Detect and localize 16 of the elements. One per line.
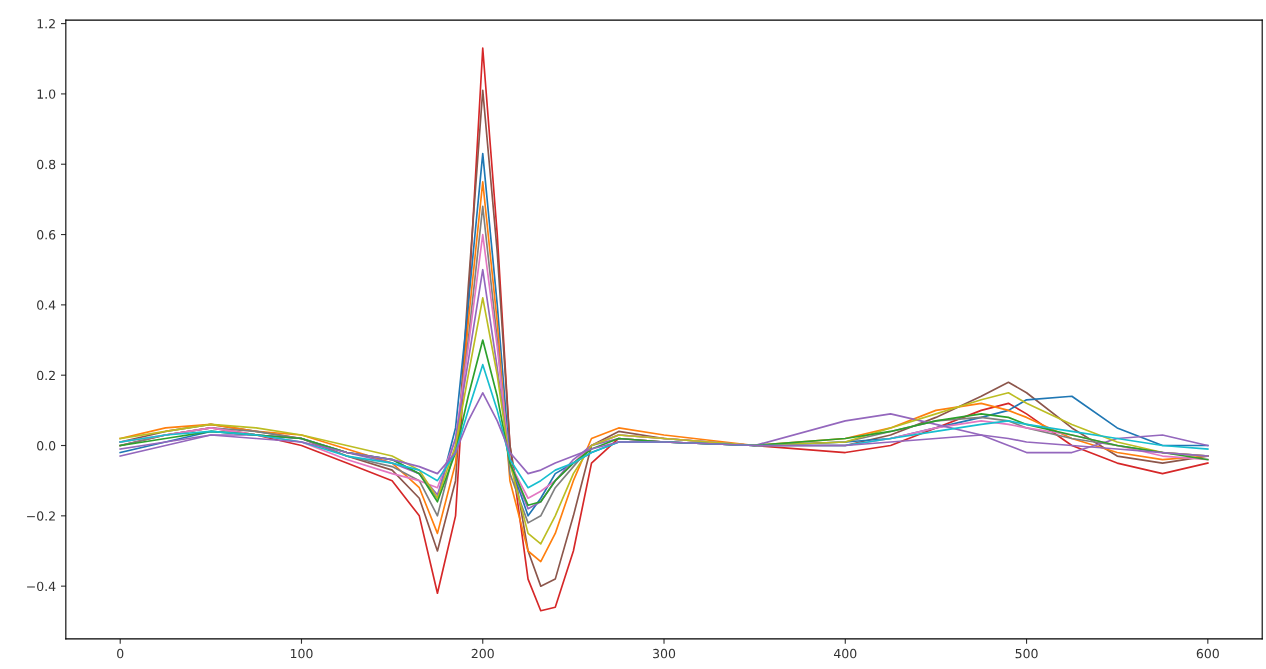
x-tick-label: 400 <box>833 648 857 659</box>
y-tick-label: 0.2 <box>37 370 55 381</box>
y-tick-label: 0.0 <box>37 440 56 451</box>
y-tick-label: −0.2 <box>27 511 55 521</box>
x-tick-label: 500 <box>1015 648 1038 659</box>
x-tick-label: 200 <box>471 648 494 659</box>
y-tick-label: 0.6 <box>37 230 56 240</box>
x-tick-label: 100 <box>290 648 313 659</box>
y-tick-label: 0.4 <box>37 300 56 310</box>
x-tick-label: 300 <box>653 648 676 659</box>
x-tick-label: 0 <box>117 648 124 659</box>
y-tick-label: −0.4 <box>27 581 56 592</box>
y-tick-label: 1.0 <box>37 89 56 99</box>
y-tick-label: 1.2 <box>37 19 55 29</box>
y-tick-label: 0.8 <box>37 159 56 170</box>
x-tick-label: 600 <box>1196 648 1219 659</box>
